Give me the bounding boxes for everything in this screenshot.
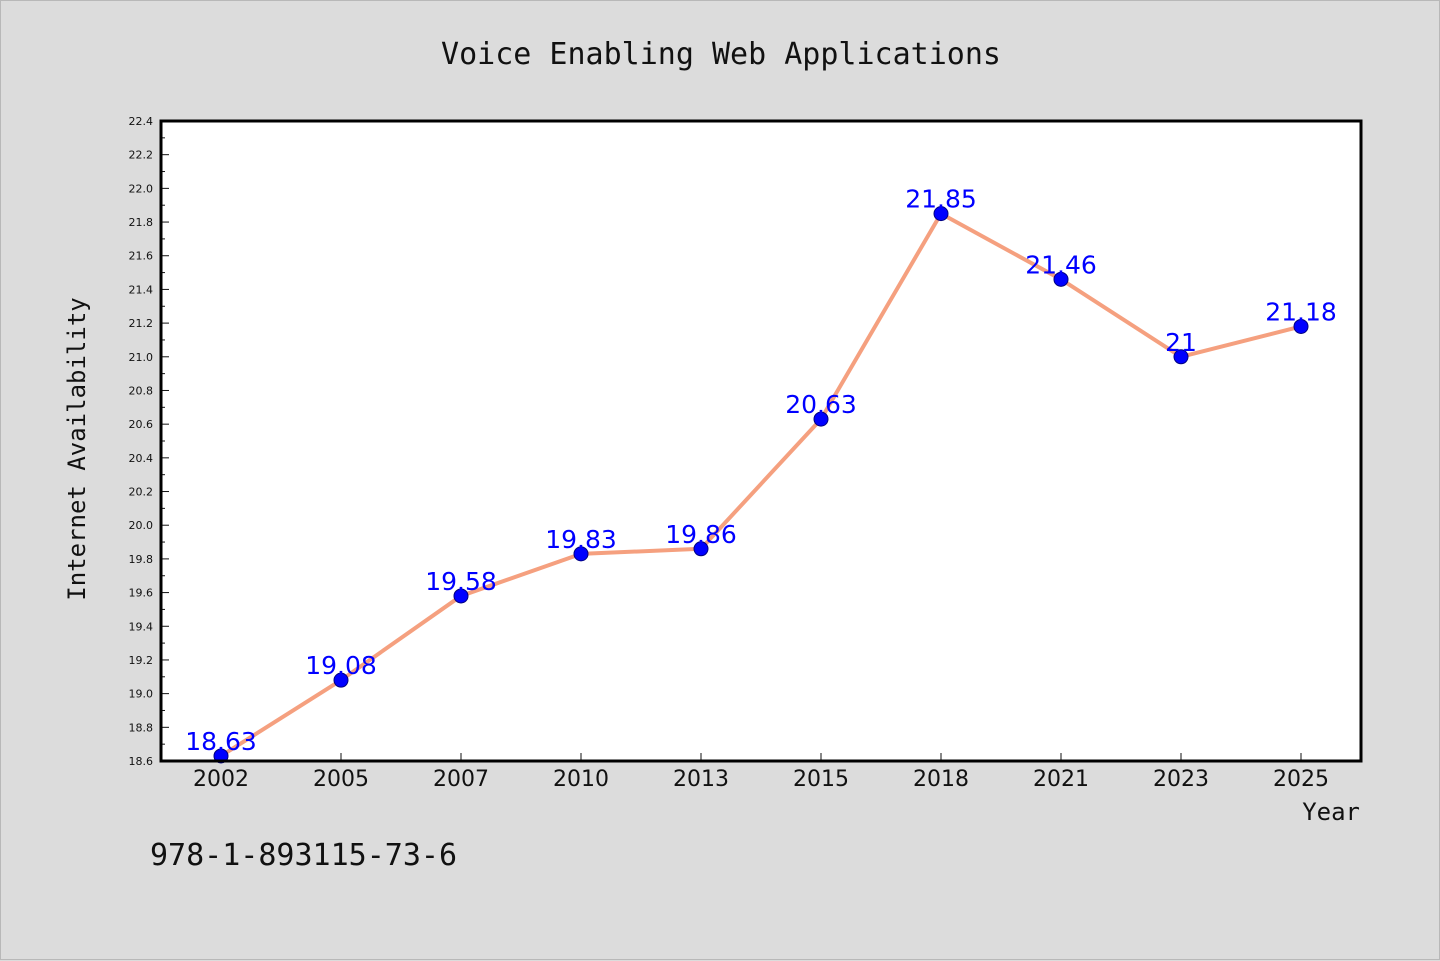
y-tick-label: 21.2 [129,317,154,330]
y-tick-label: 20.2 [129,486,154,499]
y-tick-label: 18.8 [129,721,154,734]
y-tick-label: 21.8 [129,216,154,229]
y-tick-label: 19.0 [129,688,154,701]
data-point [693,541,709,557]
data-label: 21.18 [1265,297,1337,326]
y-tick-label: 20.8 [129,384,154,397]
x-tick-label: 2018 [913,767,969,792]
y-tick-label: 21.0 [129,351,154,364]
y-tick-label: 19.8 [129,553,154,566]
series-line [219,211,1303,758]
y-tick-label: 19.2 [129,654,154,667]
y-tick-label: 20.6 [129,418,154,431]
data-label: 19.86 [665,520,737,549]
data-point [813,411,829,427]
y-tick-label: 22.2 [129,149,154,162]
data-label: 19.08 [305,651,377,680]
x-tick-label: 2005 [313,767,369,792]
data-label: 21.46 [1025,250,1097,279]
y-tick-label: 19.4 [129,620,154,633]
x-tick-label: 2010 [553,767,609,792]
data-point [1293,318,1309,334]
y-axis-label: Internet Availability [63,297,91,600]
isbn-annotation: 978-1-893115-73-6 [150,838,457,873]
y-tick-label: 18.6 [129,755,154,768]
y-tick-label: 20.0 [129,519,154,532]
data-point [573,546,589,562]
x-tick-label: 2021 [1033,767,1089,792]
data-points [213,206,1309,764]
x-tick-label: 2025 [1273,767,1329,792]
data-label: 21.85 [905,185,977,214]
x-tick-label: 2015 [793,767,849,792]
y-tick-label: 22.0 [129,182,154,195]
y-tick-label: 22.4 [129,115,154,128]
data-label: 21 [1165,328,1197,357]
data-point [1173,349,1189,365]
x-axis-label: Year [1302,798,1360,826]
data-point [213,748,229,764]
data-label: 19.83 [545,525,617,554]
x-axis-ticks: 2002 2005 2007 2010 2013 2015 2018 2021 2023 2025 [193,753,1329,792]
plot-area [161,121,1361,761]
data-label: 20.63 [785,390,857,419]
plot-frame [159,119,1363,763]
data-point [453,588,469,604]
data-label: 19.58 [425,567,497,596]
data-point [933,206,949,222]
data-label: 18.63 [185,727,257,756]
y-tick-label: 21.6 [129,250,154,263]
chart-title: Voice Enabling Web Applications [441,37,1001,72]
data-point [333,672,349,688]
y-tick-label: 19.6 [129,587,154,600]
y-axis-ticks: 18.6 18.8 19.0 19.2 19.4 19.6 19.8 20.0 20.2 20.4… [129,115,169,768]
data-labels: 18.63 19.08 19.58 19.83 19.86 20.63 21.85 21.46… [185,185,1337,756]
x-tick-label: 2013 [673,767,729,792]
data-point [1053,271,1069,287]
x-tick-label: 2002 [193,767,249,792]
y-tick-label: 21.4 [129,283,154,296]
y-tick-label: 20.4 [129,452,154,465]
x-tick-label: 2007 [433,767,489,792]
x-tick-label: 2023 [1153,767,1209,792]
